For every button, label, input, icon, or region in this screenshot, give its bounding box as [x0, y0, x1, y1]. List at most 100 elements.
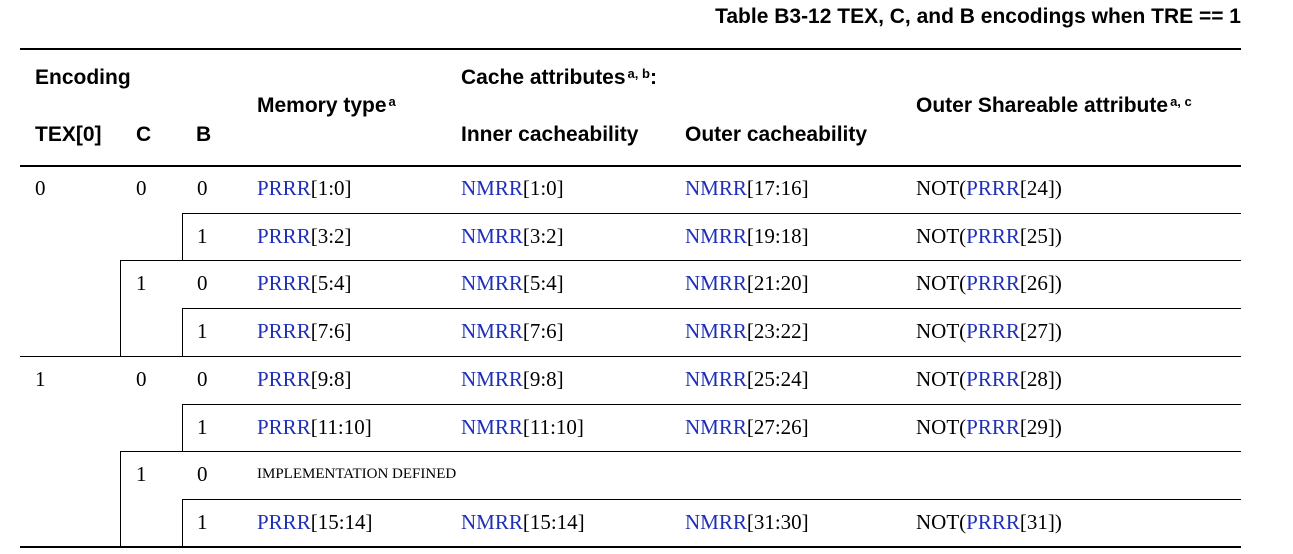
prrr-link[interactable]: PRRR [257, 224, 311, 248]
bits: [9:8] [522, 367, 564, 391]
prrr-link[interactable]: PRRR [966, 224, 1020, 248]
bits: [25:24] [746, 367, 809, 391]
table-caption: Table B3-12 TEX, C, and B encodings when… [715, 5, 1241, 28]
tex0-value: 0 [35, 176, 46, 200]
nmrr-link[interactable]: NMRR [685, 415, 747, 439]
not-prefix: NOT( [916, 224, 967, 248]
header-tex0: TEX[0] [35, 123, 102, 146]
inner-cacheability-cell: NMRR[1:0] [461, 176, 564, 201]
nmrr-link[interactable]: NMRR [685, 271, 747, 295]
header-memory-type: Memory type a [257, 94, 396, 118]
bits: [9:8] [310, 367, 352, 391]
encodings-table: Encoding TEX[0] C B Memory type a Cache a… [20, 48, 1241, 548]
prrr-link[interactable]: PRRR [966, 415, 1020, 439]
bits: [25]) [1019, 224, 1062, 248]
bits: [26]) [1019, 271, 1062, 295]
nmrr-link[interactable]: NMRR [685, 367, 747, 391]
not-prefix: NOT( [916, 510, 967, 534]
nmrr-link[interactable]: NMRR [461, 271, 523, 295]
nmrr-link[interactable]: NMRR [685, 319, 747, 343]
bits: [15:14] [522, 510, 585, 534]
header-outer-shareable-label: Outer Shareable attribute [916, 94, 1169, 117]
not-prefix: NOT( [916, 271, 967, 295]
prrr-link[interactable]: PRRR [966, 319, 1020, 343]
nmrr-link[interactable]: NMRR [461, 510, 523, 534]
outer-shareable-cell: NOT(PRRR[24]) [916, 176, 1062, 201]
b-value: 0 [197, 176, 208, 200]
footnote-marker: a, c [1170, 94, 1192, 109]
c-value: 1 [136, 462, 147, 486]
memory-type-cell: PRRR[3:2] [257, 224, 352, 249]
row-rule [182, 499, 1241, 500]
outer-cacheability-cell: NMRR[31:30] [685, 510, 809, 535]
memory-type-cell: PRRR[7:6] [257, 319, 352, 344]
b-value: 0 [197, 367, 208, 391]
prrr-link[interactable]: PRRR [257, 367, 311, 391]
row-rule [182, 404, 1241, 405]
outer-shareable-cell: NOT(PRRR[27]) [916, 319, 1062, 344]
prrr-link[interactable]: PRRR [257, 510, 311, 534]
nmrr-link[interactable]: NMRR [685, 224, 747, 248]
prrr-link[interactable]: PRRR [966, 176, 1020, 200]
header-cache-attributes: Cache attributes a, b: [461, 66, 657, 90]
bits: [24]) [1019, 176, 1062, 200]
outer-shareable-cell: NOT(PRRR[31]) [916, 510, 1062, 535]
column-divider [182, 499, 183, 546]
tex0-value: 1 [35, 367, 46, 391]
column-divider [120, 451, 121, 546]
bits: [7:6] [310, 319, 352, 343]
header-memory-type-label: Memory type [257, 94, 387, 117]
prrr-link[interactable]: PRRR [257, 415, 311, 439]
nmrr-link[interactable]: NMRR [685, 176, 747, 200]
header-outer-cacheability: Outer cacheability [685, 123, 868, 146]
b-value: 1 [197, 510, 208, 534]
bits: [27:26] [746, 415, 809, 439]
bits: [17:16] [746, 176, 809, 200]
nmrr-link[interactable]: NMRR [685, 510, 747, 534]
bits: [31:30] [746, 510, 809, 534]
outer-cacheability-cell: NMRR[27:26] [685, 415, 809, 440]
nmrr-link[interactable]: NMRR [461, 319, 523, 343]
inner-cacheability-cell: NMRR[3:2] [461, 224, 564, 249]
group-rule [20, 356, 1241, 357]
not-prefix: NOT( [916, 319, 967, 343]
not-prefix: NOT( [916, 415, 967, 439]
bits: [19:18] [746, 224, 809, 248]
header-inner-cacheability: Inner cacheability [461, 123, 639, 146]
prrr-link[interactable]: PRRR [257, 319, 311, 343]
bits: [27]) [1019, 319, 1062, 343]
outer-cacheability-cell: NMRR[19:18] [685, 224, 809, 249]
prrr-link[interactable]: PRRR [966, 271, 1020, 295]
memory-type-cell: PRRR[11:10] [257, 415, 372, 440]
bits: [3:2] [522, 224, 564, 248]
nmrr-link[interactable]: NMRR [461, 224, 523, 248]
header-c: C [136, 123, 152, 146]
c-value: 0 [136, 367, 147, 391]
row-rule [120, 260, 1241, 261]
header-outer-shareable: Outer Shareable attribute a, c [916, 94, 1192, 118]
inner-cacheability-cell: NMRR[5:4] [461, 271, 564, 296]
prrr-link[interactable]: PRRR [966, 510, 1020, 534]
inner-cacheability-cell: NMRR[7:6] [461, 319, 564, 344]
memory-type-cell: PRRR[1:0] [257, 176, 352, 201]
bits: [5:4] [522, 271, 564, 295]
bits: [15:14] [310, 510, 373, 534]
inner-cacheability-cell: NMRR[15:14] [461, 510, 585, 535]
bits: [28]) [1019, 367, 1062, 391]
header-bottom-rule [20, 165, 1241, 167]
not-prefix: NOT( [916, 367, 967, 391]
outer-shareable-cell: NOT(PRRR[25]) [916, 224, 1062, 249]
nmrr-link[interactable]: NMRR [461, 176, 523, 200]
outer-cacheability-cell: NMRR[23:22] [685, 319, 809, 344]
outer-cacheability-cell: NMRR[21:20] [685, 271, 809, 296]
nmrr-link[interactable]: NMRR [461, 415, 523, 439]
column-divider [182, 404, 183, 451]
column-divider [182, 308, 183, 356]
prrr-link[interactable]: PRRR [966, 367, 1020, 391]
nmrr-link[interactable]: NMRR [461, 367, 523, 391]
header-cache-colon: : [649, 66, 657, 89]
prrr-link[interactable]: PRRR [257, 271, 311, 295]
prrr-link[interactable]: PRRR [257, 176, 311, 200]
b-value: 1 [197, 224, 208, 248]
b-value: 0 [197, 462, 208, 486]
